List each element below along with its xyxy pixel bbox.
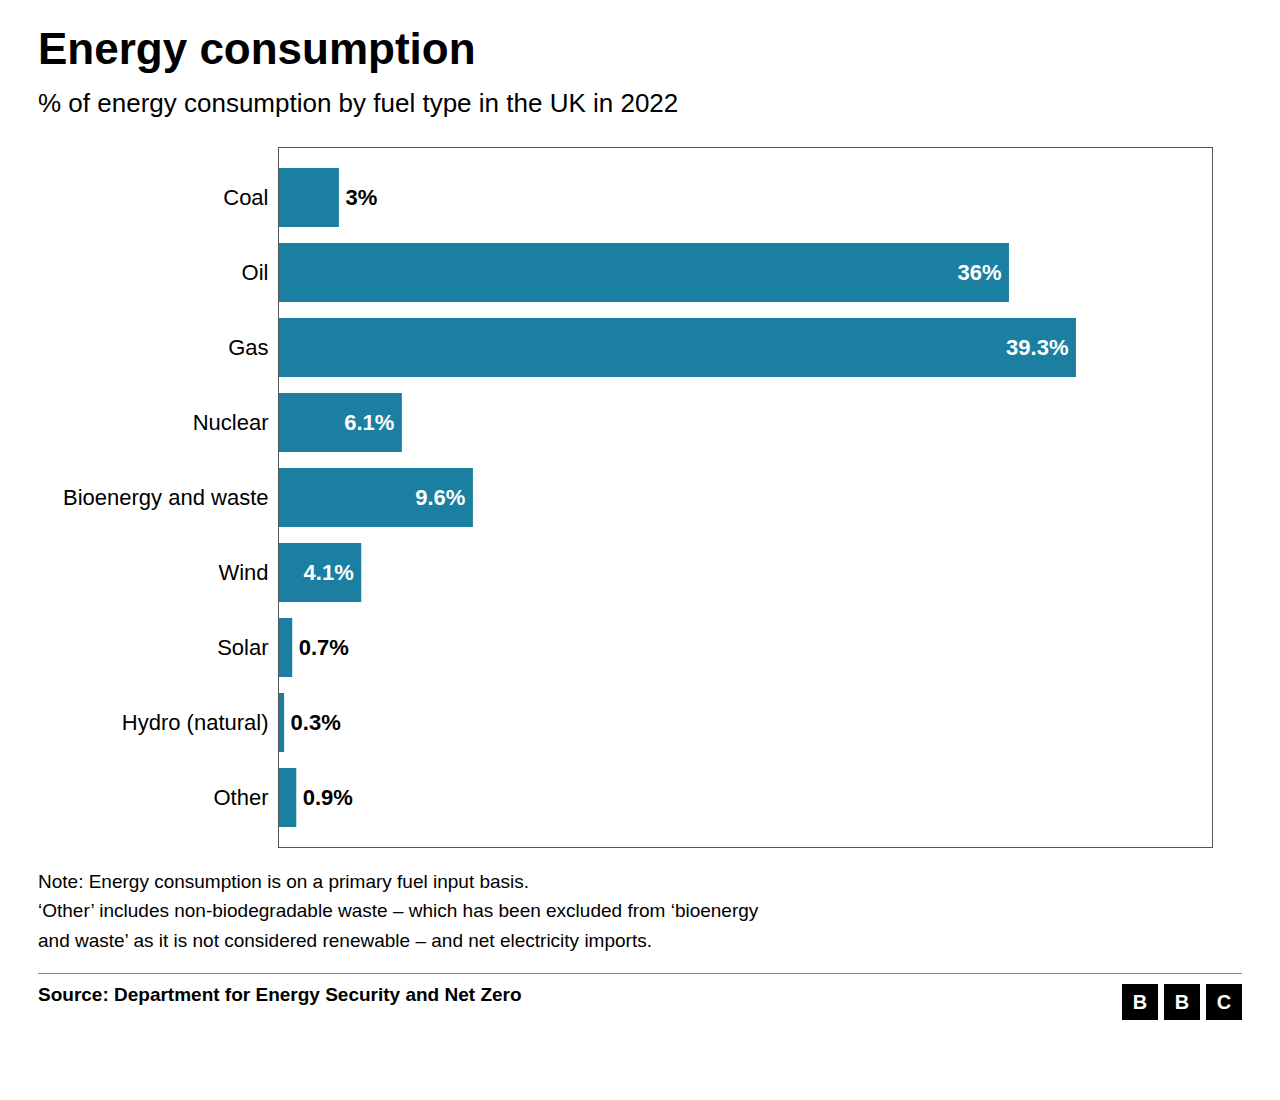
html-text:% of energy consumption by fue: % of energy consumption by fuel type in … [38, 88, 679, 118]
svg-text:Other: Other [213, 785, 268, 810]
svg-text:Gas: Gas [228, 335, 268, 360]
html-text:Source: Department for Energy: Source: Department for Energy Security a… [38, 984, 522, 1006]
svg-text:Bioenergy and waste: Bioenergy and waste [63, 485, 268, 510]
html-text:and waste’ as it is not consid: and waste’ as it is not considered renew… [38, 929, 652, 951]
svg-text:Wind: Wind [218, 560, 268, 585]
html-text:‘Other’ includes non-biodegrad: ‘Other’ includes non-biodegradable waste… [38, 900, 759, 922]
svg-text:4.1%: 4.1% [304, 560, 354, 585]
svg-text:6.1%: 6.1% [344, 410, 394, 435]
svg-text:9.6%: 9.6% [415, 485, 465, 510]
svg-text:0.9%: 0.9% [303, 785, 353, 810]
svg-text:Coal: Coal [223, 185, 268, 210]
svg-text:Solar: Solar [217, 635, 268, 660]
svg-text:39.3%: 39.3% [1006, 335, 1068, 360]
svg-text:0.3%: 0.3% [291, 710, 341, 735]
html-text:C: C [1216, 990, 1232, 1013]
html-text:Energy consumption: Energy consumption [38, 24, 476, 73]
svg-text:Nuclear: Nuclear [193, 410, 269, 435]
svg-text:0.7%: 0.7% [299, 635, 349, 660]
html-text:B: B [1132, 990, 1148, 1013]
svg-text:36%: 36% [957, 260, 1001, 285]
svg-text:3%: 3% [345, 185, 377, 210]
html-text:Note: Energy consumption is on: Note: Energy consumption is on a primary… [38, 871, 530, 892]
svg-text:Hydro (natural): Hydro (natural) [122, 710, 269, 735]
html-text:B: B [1174, 990, 1190, 1013]
svg-text:Oil: Oil [242, 260, 269, 285]
